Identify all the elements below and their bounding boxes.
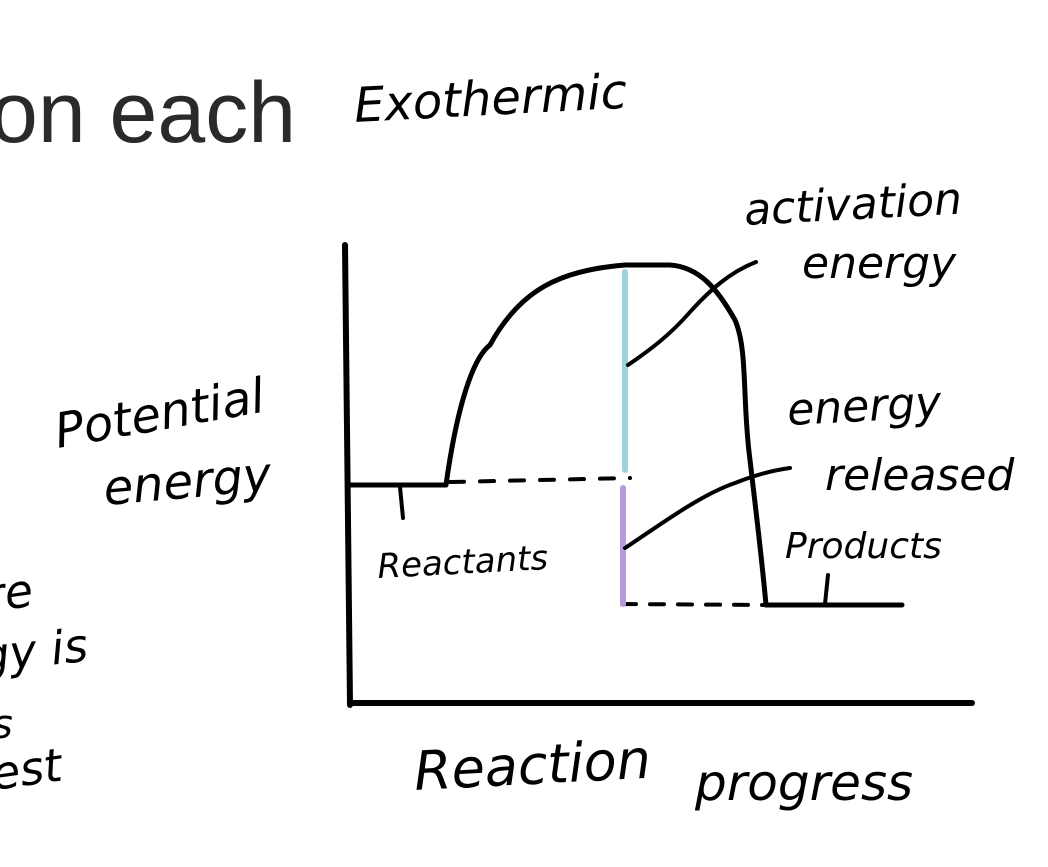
left-fragment-4: est [0,737,67,801]
released-label-line2: released [825,450,1015,501]
x-axis-label-word1: Reaction [412,728,652,803]
energy-curve [347,262,905,608]
products-tick [823,573,830,606]
left-fragment-2: gy is [0,618,90,683]
left-fragment-1: re [0,563,36,623]
y-axis [342,242,353,708]
activation-label-line1: activation [743,174,963,236]
y-axis-label-line2: energy [101,446,274,516]
released-label-line1: energy [786,377,944,436]
reactant-level-dashed-line [448,476,632,484]
diagram-title: Exothermic [353,64,629,134]
x-axis-label-word2: progress [694,754,913,812]
reactants-tick [398,485,405,520]
products-label: Products [785,526,942,567]
reactants-label: Reactants [376,538,549,587]
product-level-dashed-line [620,602,768,607]
slide-heading-fragment: on each [0,65,297,161]
y-axis-label-line1: Potential [50,368,269,460]
activation-pointer-line [626,260,758,367]
left-fragment-3: s [0,702,13,748]
released-pointer-line [623,466,792,550]
activation-label-line2: energy [802,238,957,289]
